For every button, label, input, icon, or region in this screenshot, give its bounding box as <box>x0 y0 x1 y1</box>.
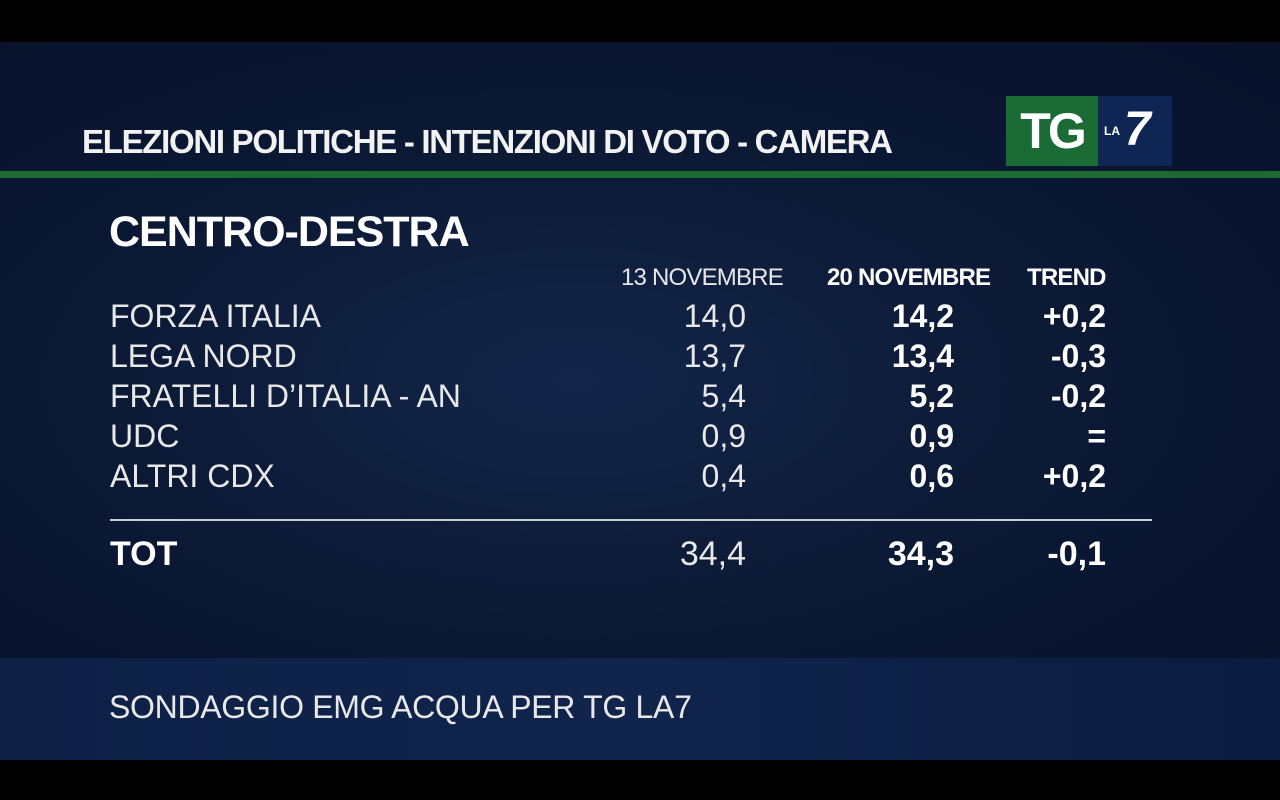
tg-la7-logo: TG LA 7 <box>1006 96 1172 166</box>
value-13-novembre: 14,0 <box>683 298 746 334</box>
trend-value: +0,2 <box>1042 458 1106 494</box>
footer-bar: SONDAGGIO EMG ACQUA PER TG LA7 <box>0 658 1280 760</box>
value-20-novembre: 14,2 <box>891 298 954 334</box>
header-title: ELEZIONI POLITICHE - INTENZIONI DI VOTO … <box>82 123 893 160</box>
trend-value: = <box>1087 418 1106 454</box>
value-13-novembre: 13,7 <box>683 338 746 374</box>
column-header-13-novembre: 13 NOVEMBRE <box>621 264 784 291</box>
logo-tg-text: TG <box>1006 96 1098 166</box>
party-name: LEGA NORD <box>110 338 297 374</box>
table-row: ALTRI CDX 0,4 0,6 +0,2 <box>0 456 1280 496</box>
value-20-novembre: 0,6 <box>909 458 954 494</box>
total-20-novembre: 34,3 <box>887 535 954 573</box>
logo-la7-block: LA 7 <box>1098 96 1172 166</box>
table-row: FRATELLI D’ITALIA - AN 5,4 5,2 -0,2 <box>0 376 1280 416</box>
trend-value: +0,2 <box>1042 298 1106 334</box>
trend-value: -0,2 <box>1050 378 1106 414</box>
column-header-trend: TREND <box>1027 264 1106 291</box>
value-13-novembre: 0,9 <box>701 418 746 454</box>
table-row: FORZA ITALIA 14,0 14,2 +0,2 <box>0 296 1280 336</box>
poll-source: SONDAGGIO EMG ACQUA PER TG LA7 <box>109 689 692 725</box>
header-divider <box>0 171 1280 178</box>
trend-value: -0,3 <box>1050 338 1106 374</box>
table-row: LEGA NORD 13,7 13,4 -0,3 <box>0 336 1280 376</box>
section-title: CENTRO-DESTRA <box>109 208 470 256</box>
total-row: TOT 34,4 34,3 -0,1 <box>0 532 1280 576</box>
party-name: ALTRI CDX <box>110 458 275 494</box>
logo-seven-text: 7 <box>1124 103 1151 156</box>
total-13-novembre: 34,4 <box>679 535 746 573</box>
party-name: UDC <box>110 418 180 454</box>
value-20-novembre: 0,9 <box>909 418 954 454</box>
total-label: TOT <box>110 535 178 573</box>
party-name: FORZA ITALIA <box>110 298 321 334</box>
value-13-novembre: 0,4 <box>701 458 746 494</box>
column-header-20-novembre: 20 NOVEMBRE <box>827 264 991 291</box>
total-trend: -0,1 <box>1047 535 1106 573</box>
value-20-novembre: 5,2 <box>909 378 954 414</box>
logo-la-text: LA <box>1104 124 1120 138</box>
table-row: UDC 0,9 0,9 = <box>0 416 1280 456</box>
value-13-novembre: 5,4 <box>701 378 746 414</box>
value-20-novembre: 13,4 <box>891 338 954 374</box>
total-divider <box>110 519 1152 521</box>
party-name: FRATELLI D’ITALIA - AN <box>110 378 461 414</box>
